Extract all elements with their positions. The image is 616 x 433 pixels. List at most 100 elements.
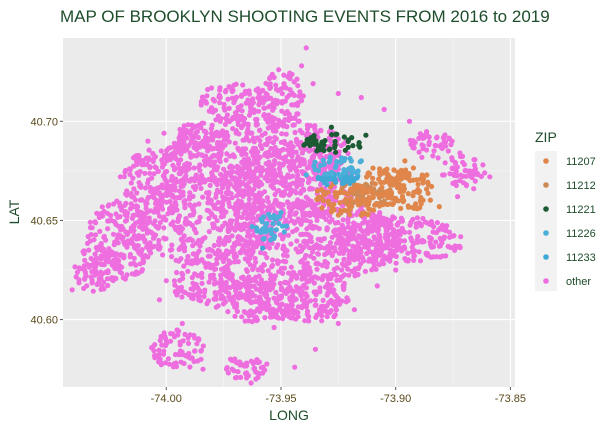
data-point [220, 128, 226, 134]
data-point [164, 158, 170, 164]
data-point [295, 154, 301, 160]
data-point [311, 280, 317, 286]
data-point [155, 168, 161, 174]
data-point [345, 266, 351, 272]
data-point [271, 324, 277, 331]
data-point [217, 254, 223, 260]
data-point [179, 130, 185, 136]
data-point [198, 348, 204, 354]
data-point [295, 83, 301, 89]
data-point [446, 229, 453, 235]
data-point [123, 229, 129, 235]
data-point [206, 229, 212, 235]
data-point [144, 200, 150, 206]
data-point [393, 260, 399, 266]
data-point [298, 190, 304, 196]
data-point [176, 328, 182, 334]
data-point [213, 304, 219, 310]
data-point [137, 261, 143, 267]
data-point [288, 264, 294, 270]
data-point [129, 236, 135, 242]
data-point [235, 104, 241, 111]
data-point [287, 297, 293, 303]
data-point [164, 168, 170, 175]
data-points [69, 45, 493, 386]
data-point [254, 121, 260, 127]
data-point [177, 230, 183, 236]
data-point [283, 303, 289, 309]
data-point [410, 177, 416, 183]
data-point [381, 253, 387, 259]
data-point [76, 277, 82, 283]
data-point [421, 238, 427, 245]
data-point [339, 298, 345, 304]
data-point [191, 348, 198, 354]
y-tick-label: 40.60 [30, 315, 58, 327]
data-point [334, 258, 340, 264]
data-point [384, 245, 391, 251]
data-point [160, 206, 166, 212]
data-point [417, 131, 423, 137]
data-point [121, 239, 127, 245]
data-point [294, 102, 301, 108]
data-point [434, 134, 440, 140]
data-point [292, 180, 298, 187]
data-point [348, 226, 354, 232]
data-point [269, 262, 276, 269]
data-point [170, 331, 176, 337]
data-point [384, 237, 391, 244]
series-11233 [260, 170, 361, 251]
data-point [243, 284, 250, 291]
data-point [273, 289, 279, 296]
data-point [196, 201, 202, 207]
data-point [348, 248, 354, 254]
legend-label: 11226 [566, 228, 596, 240]
data-point [127, 171, 133, 178]
data-point [271, 74, 277, 80]
data-point [385, 188, 391, 194]
data-point [317, 285, 323, 291]
data-point [77, 266, 83, 272]
data-point [256, 179, 262, 185]
data-point [312, 297, 318, 303]
data-point [266, 306, 272, 312]
data-point [297, 219, 303, 225]
data-point [121, 253, 127, 259]
data-point [269, 231, 275, 237]
data-point [369, 215, 375, 222]
data-point [188, 154, 194, 160]
data-point [416, 220, 422, 226]
data-point [334, 159, 340, 165]
data-point [111, 242, 117, 248]
data-point [235, 198, 242, 204]
data-point [435, 155, 441, 161]
data-point [212, 214, 218, 220]
data-point [395, 198, 402, 204]
data-point [228, 172, 234, 179]
data-point [216, 235, 223, 241]
data-point [460, 159, 466, 165]
data-point [425, 253, 431, 259]
data-point [313, 261, 319, 267]
data-point [267, 75, 273, 82]
data-point [223, 209, 229, 215]
data-point [121, 174, 127, 180]
data-point [347, 211, 353, 218]
data-point [204, 301, 210, 307]
data-point [136, 158, 142, 164]
data-point [225, 370, 231, 376]
data-point [187, 355, 193, 361]
data-point [158, 148, 164, 154]
data-point [159, 157, 165, 163]
data-point [298, 231, 304, 238]
data-point [333, 131, 339, 137]
data-point [287, 213, 293, 219]
data-point [292, 219, 298, 225]
data-point [303, 217, 310, 223]
data-point [297, 89, 303, 95]
data-point [221, 137, 227, 143]
data-point [281, 72, 287, 78]
data-point [219, 204, 225, 210]
data-point [405, 204, 412, 210]
data-point [179, 237, 185, 243]
